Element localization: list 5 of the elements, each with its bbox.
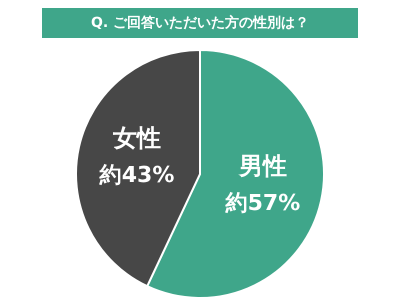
slice-label: 女性 [112,124,162,152]
chart-title: Q. ご回答いただいた方の性別は？ [42,8,358,38]
slice-label: 男性 [238,152,287,180]
data-label: 約57% [224,191,300,216]
data-label: 約43% [98,162,174,188]
